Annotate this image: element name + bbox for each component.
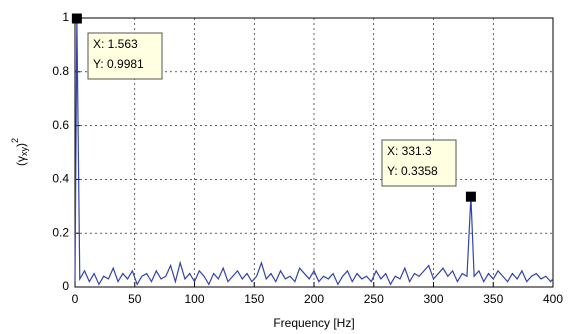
- y-tick-label: 0.6: [52, 118, 69, 132]
- datatip-marker: [465, 191, 476, 202]
- x-tick-label: 300: [423, 292, 443, 306]
- y-label-sup: 2: [10, 138, 20, 143]
- y-tick-label: 0.2: [52, 225, 69, 239]
- y-tick-label: 0: [62, 279, 69, 293]
- datatip-box: [87, 32, 163, 80]
- x-axis-label: Frequency [Hz]: [273, 316, 354, 330]
- axes-box: [74, 17, 554, 288]
- x-tick-label: 200: [304, 292, 324, 306]
- y-tick-label: 0.4: [52, 172, 69, 186]
- y-axis-label: (γxy)2: [10, 138, 29, 166]
- y-label-sub: xy: [19, 147, 29, 157]
- x-tick-label: 400: [543, 292, 563, 306]
- x-tick-label: 350: [483, 292, 503, 306]
- y-label-part: (γ: [14, 156, 28, 166]
- x-tick-label: 150: [244, 292, 264, 306]
- datatip-text: X: 331.3: [387, 144, 432, 158]
- x-tick-label: 50: [128, 292, 142, 306]
- y-label-part: ): [14, 143, 28, 147]
- data-line: [74, 18, 554, 286]
- datatip-marker: [71, 13, 82, 24]
- y-tick-label: 1: [62, 10, 69, 24]
- datatip-text: X: 1.563: [93, 37, 138, 51]
- datatip-text: Y: 0.3358: [387, 164, 438, 178]
- datatip-box: [381, 139, 457, 187]
- y-tick-label: 0.8: [52, 64, 69, 78]
- x-tick-label: 250: [364, 292, 384, 306]
- x-tick-label: 100: [184, 292, 204, 306]
- x-tick-label: 0: [72, 292, 79, 306]
- datatip-text: Y: 0.9981: [93, 57, 144, 71]
